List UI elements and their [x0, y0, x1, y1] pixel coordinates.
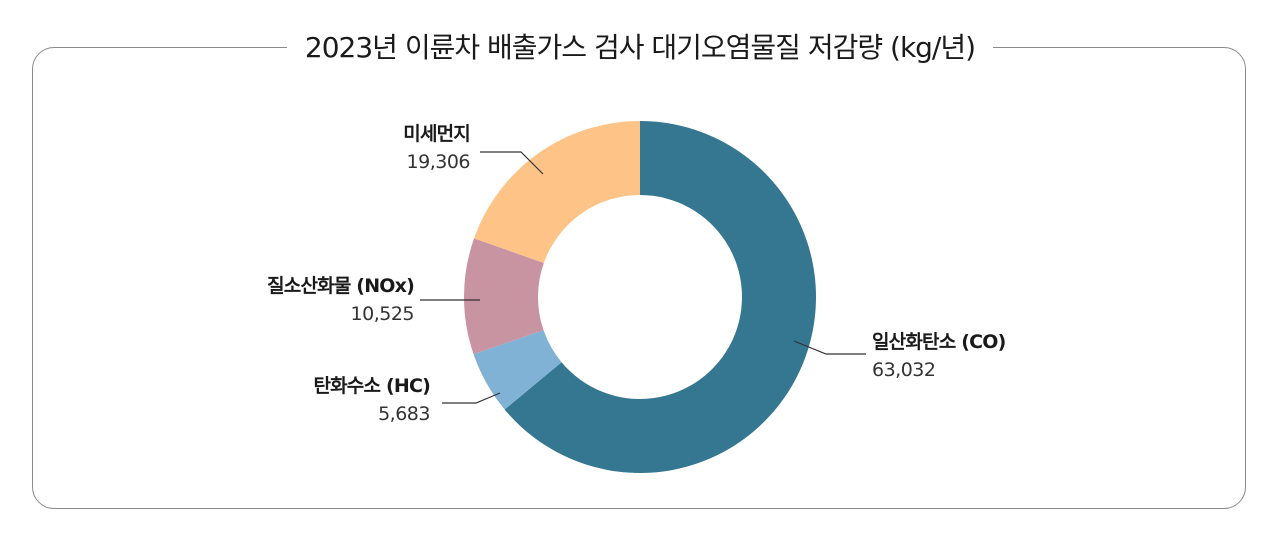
- leader-line: [480, 151, 544, 175]
- slice-value-label: 63,032: [872, 359, 935, 381]
- donut-slice: [474, 121, 640, 263]
- slice-value-label: 5,683: [378, 403, 430, 425]
- leader-line: [442, 392, 501, 404]
- donut-slice: [504, 121, 817, 473]
- leader-lines: [420, 151, 866, 404]
- donut-slices: [463, 121, 817, 473]
- slice-value-label: 19,306: [407, 151, 470, 173]
- donut-slice: [463, 238, 544, 355]
- slice-labels: 일산화탄소 (CO) 63,032 탄화수소 (HC) 5,683 질소산화물 (NOx…: [267, 123, 1006, 425]
- donut-slice: [473, 330, 562, 410]
- slice-name-label: 질소산화물 (NOx): [267, 275, 414, 297]
- leader-line: [793, 340, 866, 355]
- slice-name-label: 미세먼지: [403, 123, 470, 145]
- slice-name-label: 일산화탄소 (CO): [872, 331, 1006, 353]
- slice-name-label: 탄화수소 (HC): [313, 375, 430, 397]
- slice-value-label: 10,525: [351, 303, 414, 325]
